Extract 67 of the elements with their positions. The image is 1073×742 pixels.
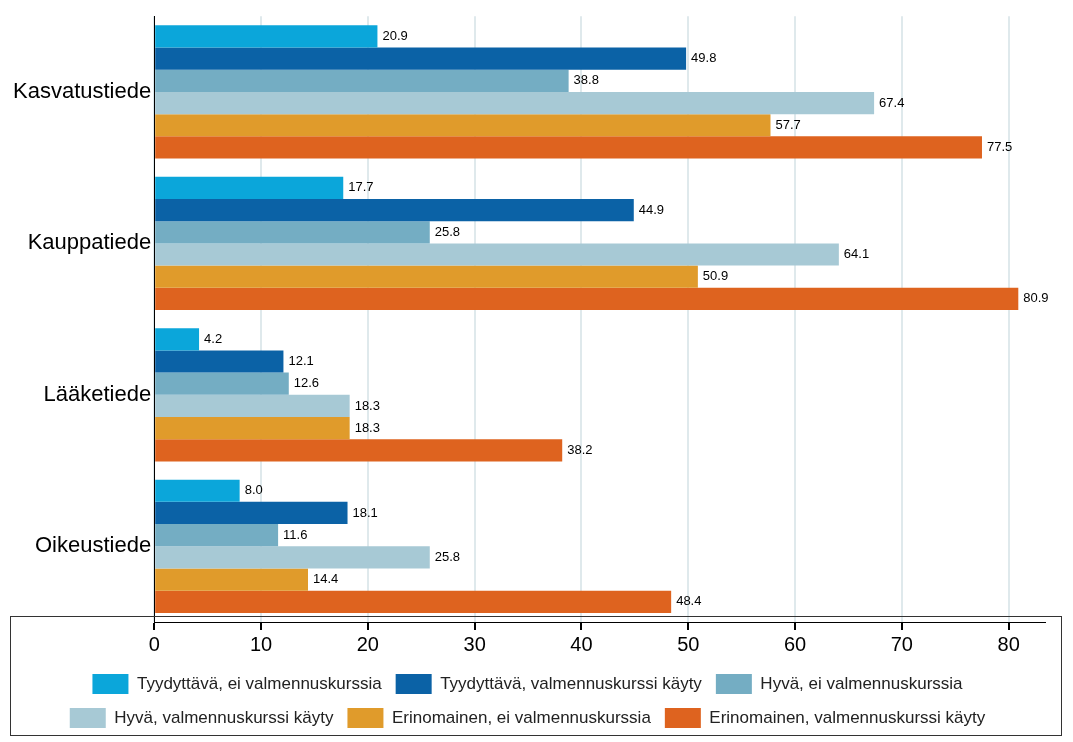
x-tick-label: 40 [570,632,593,655]
bar [155,417,350,440]
bar [155,221,430,244]
data-label: 25.8 [434,223,461,239]
data-label: 44.9 [638,201,665,217]
bar [155,546,430,569]
bar [155,372,289,395]
bar [155,439,563,462]
data-label: 25.8 [434,548,461,564]
y-tick-label: Lääketiede [43,380,152,406]
legend-label: Tyydyttävä, valmennuskurssi käyty [440,673,703,693]
x-tick-label: 20 [356,632,379,655]
x-tick-label: 30 [463,632,486,655]
data-label: 4.2 [204,330,223,346]
x-tick-label: 10 [249,632,273,655]
bar [155,265,698,288]
legend-label: Tyydyttävä, ei valmennuskurssia [136,673,383,693]
data-label: 48.4 [676,593,702,609]
bar [155,350,284,373]
bar [155,114,771,137]
bar [155,590,672,613]
data-label: 12.6 [293,375,320,391]
y-tick-label: Oikeustiede [35,532,152,558]
bar [155,91,875,115]
data-label: 20.9 [382,27,408,43]
bar [155,287,1019,311]
bar [155,47,687,70]
legend-label: Hyvä, ei valmennuskurssia [760,673,964,693]
x-tick-label: 50 [677,632,700,655]
x-tick-label: 60 [783,632,807,655]
legend-label: Erinomainen, ei valmennuskurssia [391,707,652,727]
data-label: 49.8 [691,50,717,66]
data-label: 50.9 [702,268,729,284]
x-tick-label: 80 [997,632,1020,655]
data-label: 38.2 [567,441,593,457]
data-label: 18.1 [352,504,378,520]
data-label: 17.7 [348,179,374,195]
y-tick-label: Kasvatustiede [13,77,152,103]
bar [155,198,634,222]
bar [155,479,240,502]
bar [155,501,348,525]
data-label: 8.0 [244,482,263,498]
bar [155,524,279,547]
bar [155,243,839,266]
x-tick-label: 70 [890,632,913,655]
bar [155,136,982,159]
data-label: 67.4 [879,94,905,110]
y-tick-label: Kauppatiede [27,229,152,255]
data-label: 11.6 [283,526,308,542]
data-label: 18.3 [354,419,380,435]
bar [155,394,350,418]
bar [155,328,200,351]
bar [155,69,569,92]
data-label: 80.9 [1023,290,1049,306]
data-label: 38.8 [573,72,599,88]
legend-label: Hyvä, valmennuskurssi käyty [114,707,334,727]
data-label: 18.3 [354,397,380,413]
data-label: 14.4 [313,571,339,587]
x-tick-label: 0 [148,632,160,655]
bar [155,25,378,48]
bar [155,568,309,591]
data-label: 57.7 [775,116,801,132]
data-label: 64.1 [843,246,870,262]
bar [155,176,344,199]
data-label: 12.1 [288,353,314,369]
legend-label: Erinomainen, valmennuskurssi käyty [709,707,986,727]
data-label: 77.5 [986,139,1013,155]
